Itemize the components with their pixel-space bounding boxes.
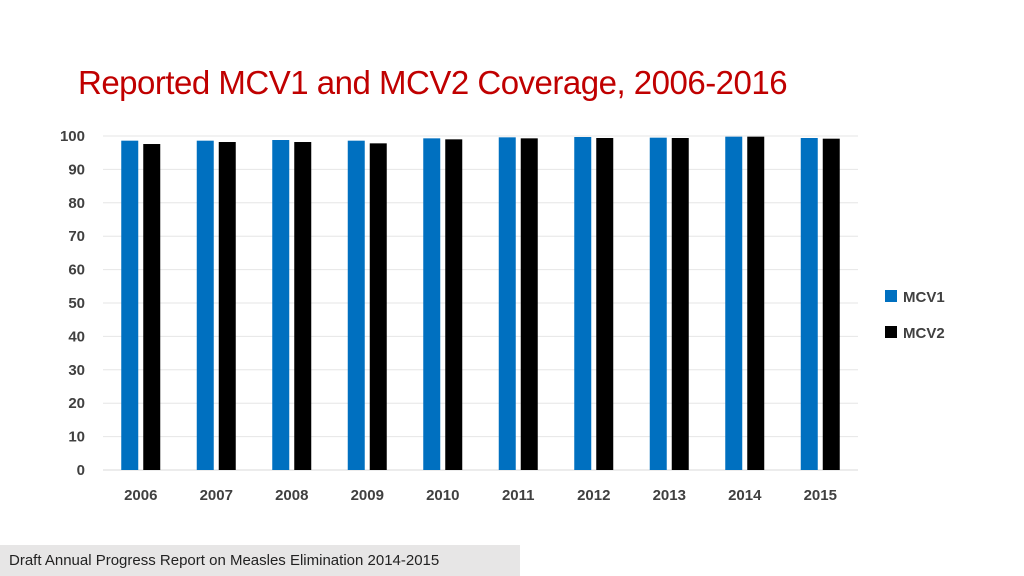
x-tick-label: 2006 <box>124 487 157 504</box>
y-tick-label: 20 <box>68 395 85 412</box>
x-tick-label: 2008 <box>275 487 308 504</box>
footer-caption: Draft Annual Progress Report on Measles … <box>0 545 520 576</box>
bar-mcv2-2006 <box>143 144 161 471</box>
bars <box>121 136 840 471</box>
bar-mcv1-2008 <box>272 140 290 470</box>
x-tick-label: 2007 <box>200 487 233 504</box>
y-tick-label: 90 <box>68 161 85 178</box>
x-tick-label: 2014 <box>728 487 762 504</box>
bar-mcv1-2009 <box>347 140 365 470</box>
y-tick-label: 0 <box>77 462 85 479</box>
y-tick-label: 70 <box>68 228 85 245</box>
bar-mcv2-2010 <box>445 139 463 470</box>
bar-mcv1-2013 <box>649 137 667 471</box>
bar-mcv2-2007 <box>218 142 236 470</box>
legend-swatch-mcv2 <box>885 326 897 338</box>
y-tick-label: 60 <box>68 262 85 279</box>
legend-label-mcv2: MCV2 <box>903 325 945 342</box>
bar-mcv2-2015 <box>822 138 840 470</box>
x-tick-label: 2010 <box>426 487 459 504</box>
bar-mcv1-2007 <box>196 140 214 470</box>
bar-mcv1-2006 <box>121 140 139 470</box>
bar-mcv1-2010 <box>423 138 441 470</box>
bar-mcv2-2012 <box>596 138 614 470</box>
y-tick-label: 100 <box>60 128 85 145</box>
bar-mcv2-2014 <box>747 136 765 470</box>
bar-mcv1-2014 <box>725 136 743 470</box>
bar-mcv2-2008 <box>294 142 312 470</box>
bar-mcv1-2012 <box>574 137 592 470</box>
y-tick-label: 40 <box>68 328 85 345</box>
x-tick-label: 2015 <box>804 487 837 504</box>
x-tick-label: 2012 <box>577 487 610 504</box>
x-tick-label: 2009 <box>351 487 384 504</box>
bar-mcv2-2013 <box>671 138 689 470</box>
bar-mcv2-2011 <box>520 138 538 470</box>
bar-mcv1-2015 <box>800 138 818 470</box>
x-tick-label: 2013 <box>653 487 686 504</box>
bar-mcv1-2011 <box>498 137 516 470</box>
legend-swatch-mcv1 <box>885 290 897 302</box>
y-tick-label: 30 <box>68 362 85 379</box>
x-axis-ticks: 2006 2007 2008 2009 2010 2011 2012 2013 2014 2015 <box>124 487 837 504</box>
y-tick-label: 10 <box>68 429 85 446</box>
y-axis-ticks: 0 10 20 30 40 50 60 70 80 90 100 <box>60 128 85 479</box>
y-tick-label: 50 <box>68 295 85 312</box>
chart-title: Reported MCV1 and MCV2 Coverage, 2006-20… <box>78 64 788 101</box>
gridlines <box>103 135 858 471</box>
y-tick-label: 80 <box>68 195 85 212</box>
bar-mcv2-2009 <box>369 143 387 470</box>
legend: MCV1 MCV2 <box>885 289 945 342</box>
x-tick-label: 2011 <box>502 487 535 504</box>
legend-label-mcv1: MCV1 <box>903 289 945 306</box>
